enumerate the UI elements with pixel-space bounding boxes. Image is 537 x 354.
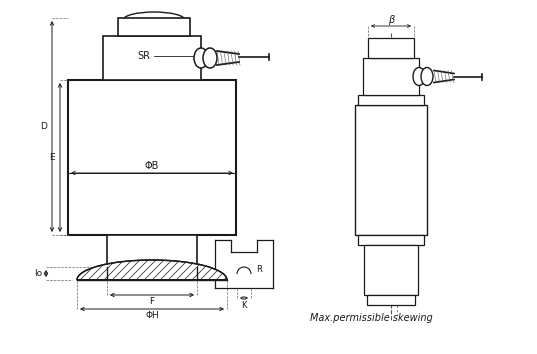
Bar — [368, 38, 414, 58]
Text: lo: lo — [34, 269, 42, 278]
Bar — [107, 235, 197, 267]
Bar — [68, 80, 236, 235]
Text: K: K — [241, 301, 246, 309]
Text: E: E — [49, 153, 55, 162]
Text: β: β — [388, 15, 394, 25]
Bar — [118, 18, 190, 36]
Bar — [364, 245, 418, 295]
Ellipse shape — [413, 68, 425, 86]
Text: F: F — [149, 297, 155, 306]
Bar — [355, 105, 427, 235]
Bar — [367, 295, 415, 305]
Text: ΦB: ΦB — [145, 161, 159, 171]
Bar — [103, 36, 201, 80]
Text: R: R — [256, 266, 262, 274]
Ellipse shape — [194, 48, 208, 68]
Text: Max.permissible skewing: Max.permissible skewing — [310, 313, 433, 323]
Bar — [363, 58, 419, 95]
Text: D: D — [41, 122, 47, 131]
Bar — [358, 95, 424, 105]
Text: ΦH: ΦH — [145, 310, 159, 320]
Bar — [358, 235, 424, 245]
Text: SR: SR — [137, 51, 151, 61]
Ellipse shape — [203, 48, 217, 68]
Ellipse shape — [421, 68, 433, 86]
Polygon shape — [77, 260, 227, 280]
